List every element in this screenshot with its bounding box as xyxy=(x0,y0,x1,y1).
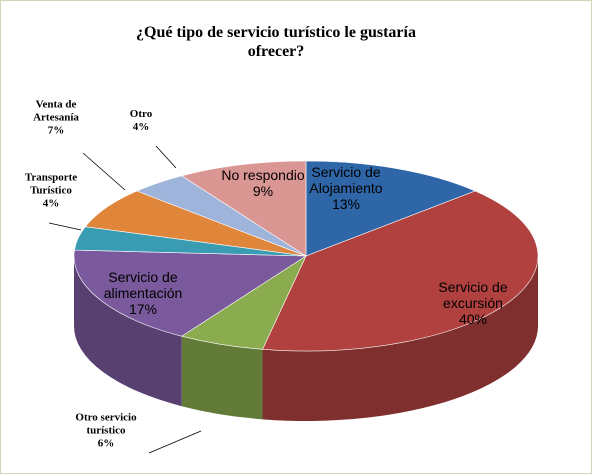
leader-line xyxy=(148,430,202,454)
slice xyxy=(262,190,539,352)
category-label: Venta de Artesanía xyxy=(33,98,79,124)
leader-line xyxy=(155,145,177,169)
value-label: 9% xyxy=(252,183,274,199)
slice-label: Transporte Turístico 4% xyxy=(11,172,91,211)
slice-label: Servicio de Alojamiento 13% xyxy=(291,164,401,212)
slice-side xyxy=(262,256,538,421)
value-label: 7% xyxy=(47,124,65,137)
leader-line xyxy=(82,152,126,191)
leader-line xyxy=(48,222,82,231)
slice-label: Servicio de alimentación 17% xyxy=(88,269,198,317)
slice-label: No respondio 9% xyxy=(208,167,318,199)
slice-label: Venta de Artesanía 7% xyxy=(16,99,96,138)
category-label: Otro xyxy=(129,108,153,120)
value-label: 17% xyxy=(128,301,158,317)
slice-side xyxy=(74,256,182,407)
slice-label: Servicio de excursión 40% xyxy=(418,279,528,327)
category-label: No respondio xyxy=(221,167,305,183)
slice xyxy=(305,160,476,257)
value-label: 40% xyxy=(458,311,488,327)
category-label: Otro servicio turístico xyxy=(75,411,137,437)
slice-label: Otro servicio turístico 6% xyxy=(66,412,146,451)
value-label: 6% xyxy=(97,437,115,450)
slice-side xyxy=(181,336,263,420)
category-label: Servicio de Alojamiento xyxy=(309,164,383,196)
category-label: Transporte Turístico xyxy=(24,171,78,197)
value-label: 13% xyxy=(331,196,361,212)
slice xyxy=(73,249,307,337)
slice xyxy=(84,190,307,257)
slice xyxy=(180,160,307,257)
value-label: 4% xyxy=(132,121,150,133)
category-label: Servicio de excursión xyxy=(438,279,508,311)
chart-title: ¿Qué tipo de servicio turístico le gusta… xyxy=(136,24,416,60)
category-label: Servicio de alimentación xyxy=(103,269,183,301)
value-label: 4% xyxy=(42,197,60,210)
slice-label: Otro 4% xyxy=(101,108,181,134)
